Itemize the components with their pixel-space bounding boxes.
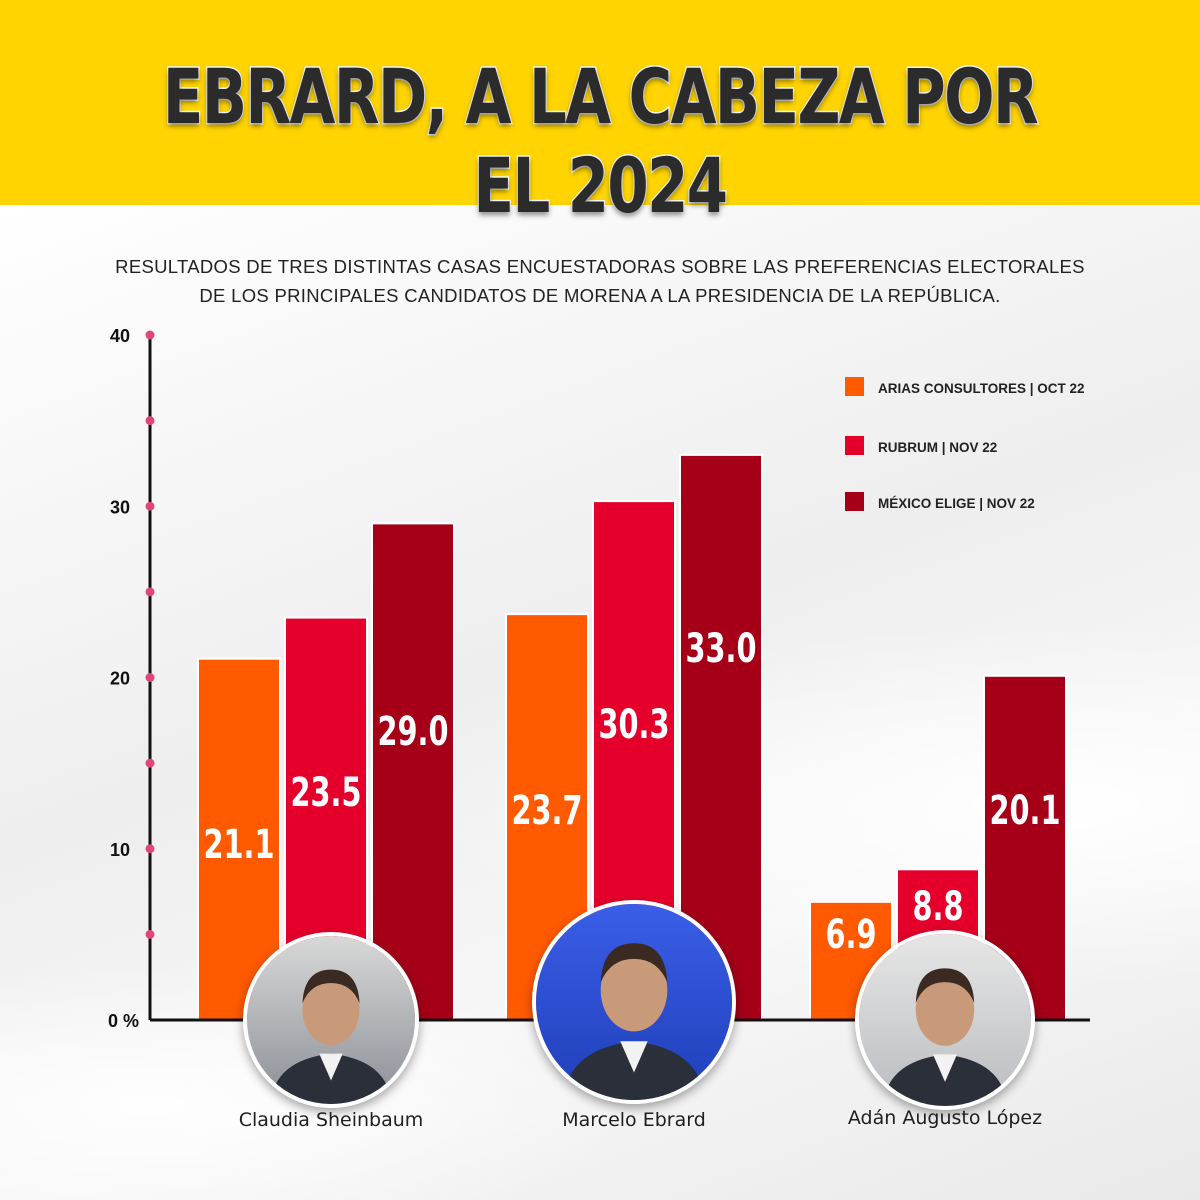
bar-value-label: 20.1: [989, 788, 1060, 834]
bar-value-label: 33.0: [685, 626, 756, 672]
subtitle: RESULTADOS DE TRES DISTINTAS CASAS ENCUE…: [80, 252, 1120, 310]
y-tick-dot: [145, 416, 155, 426]
subtitle-line-2: DE LOS PRINCIPALES CANDIDATOS DE MORENA …: [199, 285, 1001, 306]
portrait-icon: [859, 934, 1031, 1106]
header-banner: EBRARD, A LA CABEZA POR EL 2024: [0, 0, 1200, 232]
legend-label: RUBRUM | NOV 22: [878, 440, 997, 455]
legend-label: MÉXICO ELIGE | NOV 22: [878, 496, 1035, 511]
y-tick-label: 30: [110, 497, 130, 517]
y-tick-dot: [145, 330, 155, 340]
bar-value-label: 23.5: [290, 770, 361, 816]
bar-value-label: 30.3: [598, 702, 669, 748]
bar: [371, 522, 455, 1021]
bar-value-label: 23.7: [511, 788, 582, 834]
headline: EBRARD, A LA CABEZA POR EL 2024: [162, 51, 1040, 232]
y-tick-dot: [145, 587, 155, 597]
y-tick-dot: [145, 501, 155, 511]
candidate-name: Claudia Sheinbaum: [238, 1109, 424, 1131]
legend-swatch: [845, 436, 864, 455]
y-tick-dot: [145, 758, 155, 768]
portrait-icon: [536, 904, 732, 1100]
bar-value-label: 8.8: [912, 884, 963, 930]
candidate-name: Marcelo Ebrard: [562, 1109, 706, 1131]
y-tick-label: 20: [110, 669, 130, 689]
y-tick-dot: [145, 673, 155, 682]
legend-label: ARIAS CONSULTORES | OCT 22: [878, 381, 1085, 396]
candidate-photo: [532, 900, 736, 1104]
candidate-photo: [243, 932, 419, 1108]
portrait-icon: [247, 936, 415, 1104]
candidate-name: Adán Augusto López: [847, 1107, 1043, 1129]
bar-value-label: 21.1: [203, 822, 274, 868]
y-tick-dot: [145, 844, 155, 854]
subtitle-line-1: RESULTADOS DE TRES DISTINTAS CASAS ENCUE…: [115, 256, 1085, 277]
y-tick-label: 40: [110, 326, 130, 346]
candidate-photo: [855, 930, 1035, 1110]
legend-swatch: [845, 492, 864, 511]
bar-value-label: 6.9: [825, 912, 876, 958]
legend-swatch: [845, 377, 864, 396]
y-tick-label: 0 %: [108, 1011, 139, 1031]
y-tick-label: 10: [110, 840, 130, 860]
bar-value-label: 29.0: [377, 709, 448, 755]
y-tick-dot: [145, 929, 155, 939]
